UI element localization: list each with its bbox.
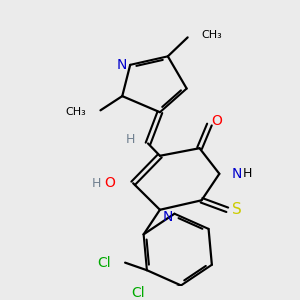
Text: H: H bbox=[243, 167, 253, 180]
Text: H: H bbox=[125, 133, 135, 146]
Text: O: O bbox=[211, 114, 222, 128]
Text: S: S bbox=[232, 202, 242, 217]
Text: CH₃: CH₃ bbox=[66, 107, 87, 117]
Text: H: H bbox=[92, 177, 101, 190]
Text: CH₃: CH₃ bbox=[202, 31, 222, 40]
Text: N: N bbox=[163, 210, 173, 224]
Text: O: O bbox=[104, 176, 115, 190]
Text: N: N bbox=[231, 167, 242, 181]
Text: Cl: Cl bbox=[98, 256, 111, 270]
Text: N: N bbox=[117, 58, 128, 72]
Text: Cl: Cl bbox=[132, 286, 145, 300]
